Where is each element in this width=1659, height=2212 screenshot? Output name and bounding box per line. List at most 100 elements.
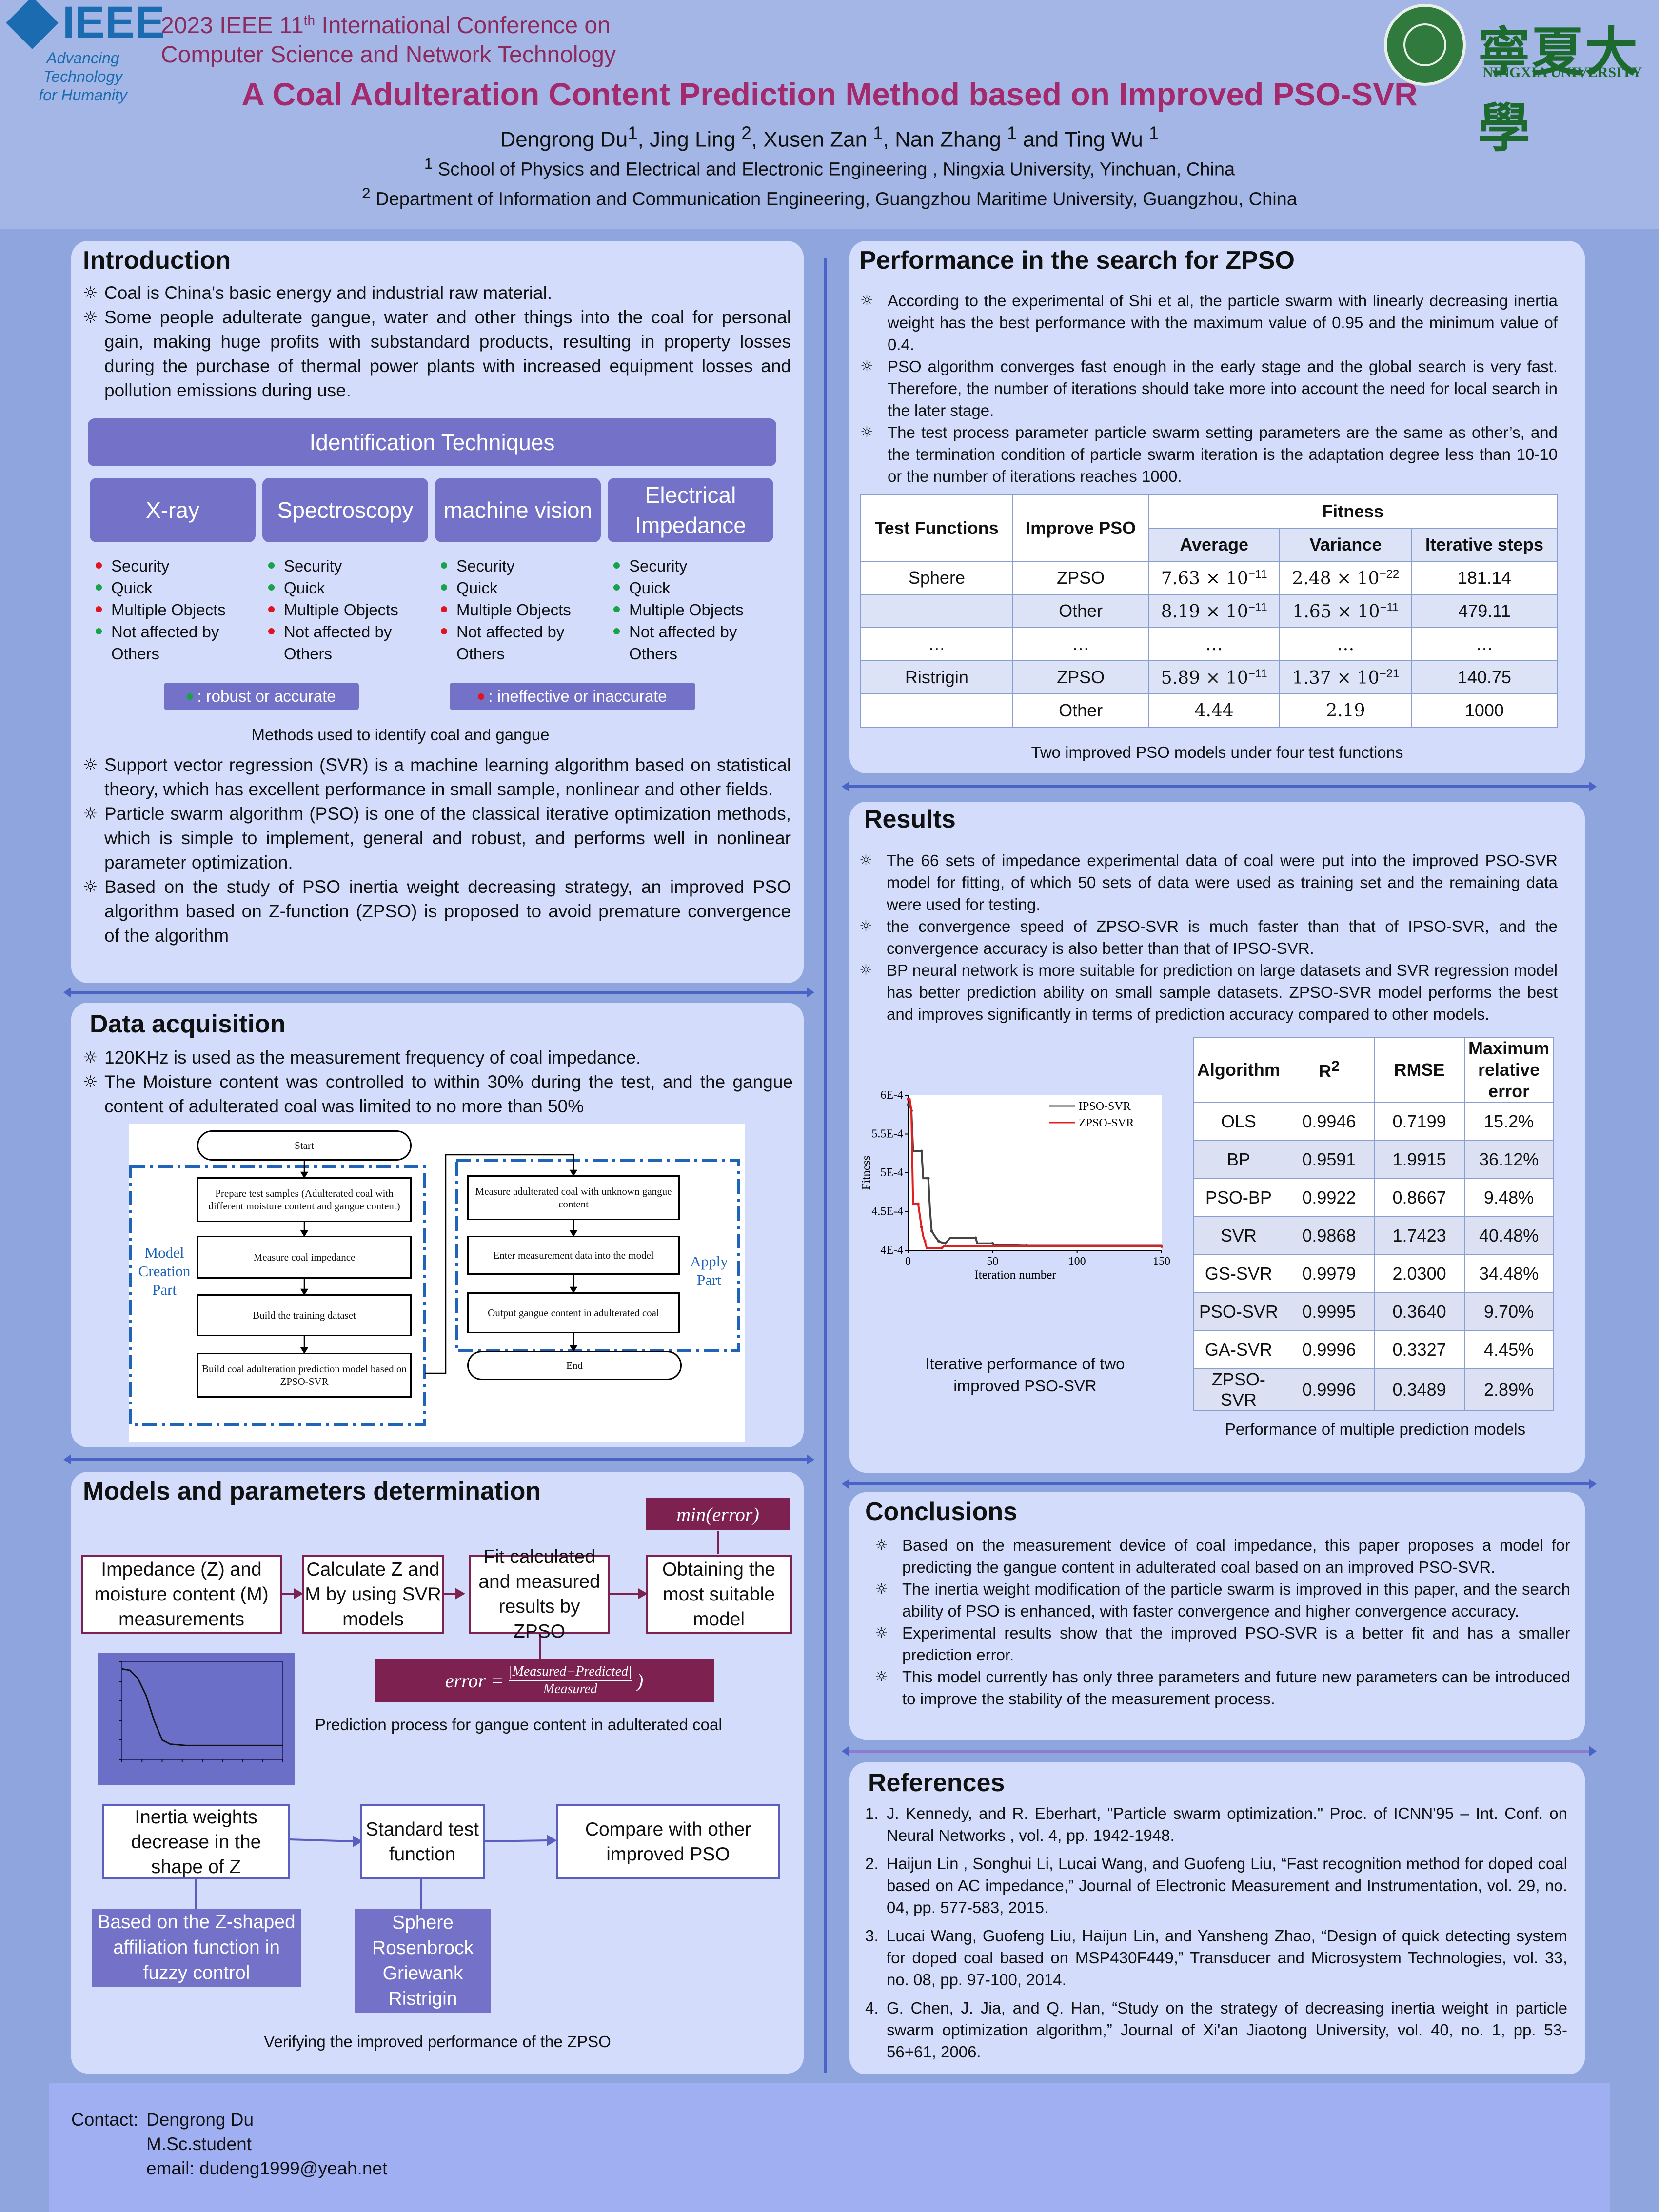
table-cell: 0.9996 (1283, 1368, 1375, 1411)
table-cell: GA-SVR (1193, 1330, 1284, 1369)
y-axis-label: Fitness (860, 1156, 873, 1190)
university-name-en: NINGXIA UNIVERSITY (1482, 64, 1642, 80)
models-caption-2: Verifying the improved performance of th… (264, 2033, 611, 2051)
error-paren: ) (636, 1669, 644, 1692)
series-point (907, 1097, 909, 1101)
table-cell: 0.9995 (1283, 1292, 1375, 1331)
table-cell: 1.9915 (1373, 1140, 1465, 1179)
series-point (909, 1109, 913, 1112)
criteria-item: Multiple Objects (90, 599, 251, 621)
model-step-box: Obtaining the most suitable model (646, 1555, 792, 1634)
table-row: Other 4.44 2.19 1000 (860, 693, 1558, 728)
cell-value: … (1337, 634, 1355, 654)
x-tick-label: 0 (905, 1255, 911, 1268)
author-name: Jing Ling (650, 127, 742, 152)
table-cell: 181.14 (1411, 561, 1558, 595)
red-dot-icon (268, 606, 275, 612)
table-cell: 0.9868 (1283, 1216, 1375, 1255)
series-line-ipso-svr (908, 1104, 1162, 1247)
conclusions-title: Conclusions (865, 1498, 1018, 1526)
contact-email[interactable]: email: dudeng1999@yeah.net (146, 2158, 388, 2178)
table-cell: 0.9591 (1283, 1140, 1375, 1179)
bullet-item: Experimental results show that the impro… (874, 1622, 1570, 1666)
legend-bad: : ineffective or inaccurate (450, 683, 695, 710)
criteria-label: Security (629, 557, 688, 575)
criteria-label: Multiple Objects (284, 601, 398, 619)
reference-number: 4. (865, 1999, 879, 2017)
model-creation-label: Model Creation Part (138, 1244, 191, 1298)
cell-value: … (1072, 634, 1090, 654)
table-cell: 4.45% (1464, 1330, 1554, 1369)
conference-line1: 2023 IEEE 11 (161, 13, 304, 39)
mini-plot-area (121, 1661, 283, 1760)
conclusions-panel: Conclusions Based on the measurement dev… (849, 1492, 1585, 1740)
reference-text: Lucai Wang, Guofeng Liu, Haijun Lin, and… (887, 1927, 1567, 1989)
reference-item: 4. G. Chen, J. Jia, and Q. Han, “Study on… (857, 1997, 1567, 2063)
introduction-bullets: Coal is China's basic energy and industr… (83, 281, 791, 403)
table-cell: 140.75 (1411, 660, 1558, 694)
cell-exponent: −22 (1379, 567, 1400, 581)
conference-line1-post: International Conference on (315, 13, 611, 39)
bullet-item: The 66 sets of impedance experimental da… (858, 849, 1558, 915)
green-dot-icon (96, 628, 102, 634)
table-cell: 1.7423 (1373, 1216, 1465, 1255)
table-cell: … (1012, 627, 1149, 661)
series-point (907, 1103, 909, 1106)
green-dot-icon (613, 606, 620, 612)
x-tick-label: 150 (1153, 1255, 1170, 1268)
bullet-item: Coal is China's basic energy and industr… (83, 281, 791, 305)
inertia-weight-plot (98, 1653, 295, 1785)
bullet-item: The Moisture content was controlled to w… (83, 1070, 793, 1119)
table-cell: 36.12% (1464, 1140, 1554, 1179)
performance-panel: Performance in the search for ZPSO Accor… (849, 241, 1585, 773)
th-algorithm: Algorithm (1193, 1037, 1284, 1103)
criteria-label: Security (456, 557, 515, 575)
table-cell: 15.2% (1464, 1102, 1554, 1141)
cell-value: … (1475, 634, 1493, 654)
ieee-logo: IEEE (6, 0, 165, 49)
table-cell: 40.48% (1464, 1216, 1554, 1255)
affiliation-text: School of Physics and Electrical and Ele… (433, 159, 1235, 180)
cell-value: … (928, 634, 946, 654)
flow-step: Measure adulterated coal with unknown ga… (467, 1175, 680, 1220)
error-fraction: |Measured−Predicted| Measured (508, 1663, 632, 1698)
criteria-item: Multiple Objects (435, 599, 596, 621)
fitness-table: Test Functions Improve PSO Fitness Average… (860, 494, 1558, 728)
error-formula-lhs: error = (445, 1669, 504, 1692)
cell-value: 479.11 (1458, 601, 1511, 621)
results-bullets: The 66 sets of impedance experimental da… (858, 849, 1558, 1025)
criteria-item: Security (90, 555, 251, 577)
inertia-weight-line (121, 1668, 283, 1746)
th-improve-pso: Improve PSO (1012, 494, 1149, 562)
flow-step: Measure coal impedance (197, 1236, 412, 1279)
table-row: PSO-SVR 0.9995 0.3640 9.70% (1193, 1292, 1554, 1331)
legend-label: ZPSO-SVR (1079, 1117, 1134, 1129)
inertia-weight-curve (119, 1661, 283, 1762)
technique-criteria-list: Security Quick Multiple Objects Not affecte… (608, 555, 769, 665)
table-cell: 0.9946 (1283, 1102, 1375, 1141)
criteria-item: Not affected by Others (90, 621, 251, 665)
cell-value: Other (1059, 700, 1103, 720)
x-axis-label: Iteration number (974, 1268, 1056, 1282)
cell-value: Ristrigin (905, 667, 968, 687)
table-cell: Other (1012, 693, 1149, 728)
criteria-item: Quick (90, 577, 251, 599)
table-cell: 1.65 × 10−11 (1279, 594, 1412, 628)
reference-text: G. Chen, J. Jia, and Q. Han, “Study on t… (887, 1999, 1567, 2061)
series-point (923, 1239, 927, 1243)
table-cell: 0.3489 (1373, 1368, 1465, 1411)
criteria-label: Quick (456, 579, 498, 597)
affiliation-sup: 2 (362, 184, 371, 202)
bullet-item: PSO algorithm converges fast enough in t… (859, 356, 1558, 421)
table-cell: GS-SVR (1193, 1254, 1284, 1293)
table-row: OLS 0.9946 0.7199 15.2% (1193, 1102, 1554, 1141)
author-sup: 1 (628, 123, 638, 143)
table-row: Other 8.19 × 10−11 1.65 × 10−11 479.11 (860, 594, 1558, 628)
criteria-item: Not affected by Others (262, 621, 423, 665)
series-point (974, 1236, 977, 1240)
table-cell: PSO-SVR (1193, 1292, 1284, 1331)
red-dot-icon (268, 628, 275, 634)
green-dot-icon (441, 562, 447, 569)
reference-text: Haijun Lin , Songhui Li, Lucai Wang, and… (887, 1855, 1567, 1916)
cell-value: 1.37 × 10 (1292, 668, 1380, 688)
